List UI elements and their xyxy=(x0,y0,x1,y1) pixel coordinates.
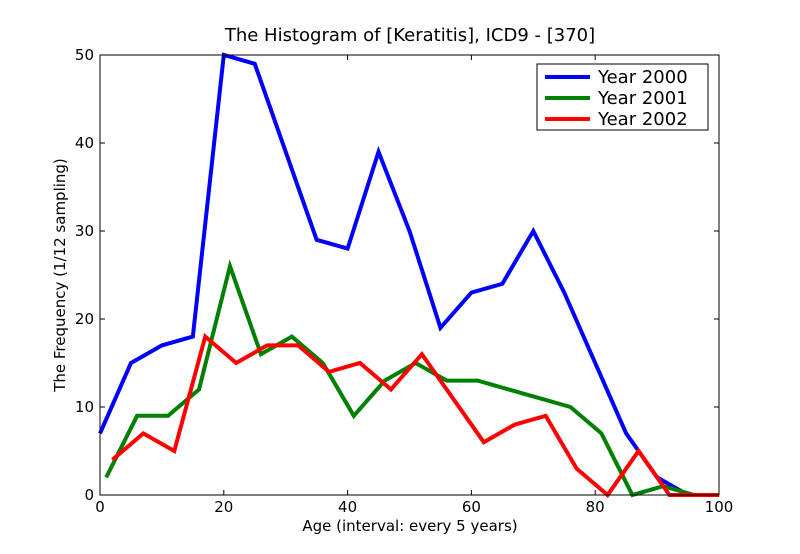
series-line-year-2002 xyxy=(111,333,719,498)
y-tick-label: 20 xyxy=(75,310,94,328)
x-tick-label: 100 xyxy=(705,498,734,516)
x-tick-label: 80 xyxy=(586,498,605,516)
x-tick-label: 60 xyxy=(462,498,481,516)
y-tick-label: 10 xyxy=(75,398,94,416)
x-axis-label: Age (interval: every 5 years) xyxy=(302,517,517,535)
y-tick-label: 30 xyxy=(75,222,94,240)
x-tick-label: 20 xyxy=(214,498,233,516)
legend-label: Year 2002 xyxy=(597,109,688,130)
y-axis-label: The Frequency (1/12 sampling) xyxy=(51,158,69,393)
x-tick-label: 0 xyxy=(95,498,105,516)
series-line-year-2000 xyxy=(98,52,719,497)
x-tick-label: 40 xyxy=(338,498,357,516)
y-tick-label: 40 xyxy=(75,134,94,152)
plot-area-frame xyxy=(99,54,720,496)
y-tick-label: 50 xyxy=(75,46,94,64)
legend-label: Year 2001 xyxy=(597,88,688,109)
y-tick-label: 0 xyxy=(84,486,94,504)
legend-label: Year 2000 xyxy=(597,67,688,88)
chart-title: The Histogram of [Keratitis], ICD9 - [37… xyxy=(224,25,595,46)
